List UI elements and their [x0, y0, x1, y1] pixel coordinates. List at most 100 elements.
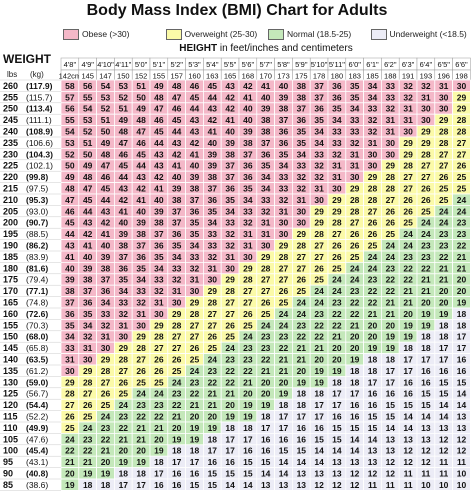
- weight-kg-label: (81.6): [26, 263, 48, 273]
- bmi-value: 14: [297, 457, 307, 467]
- bmi-value: 25: [439, 195, 449, 205]
- bmi-value: 23: [190, 377, 200, 387]
- bmi-value: 29: [386, 161, 396, 171]
- bmi-value: 23: [279, 332, 289, 342]
- bmi-value: 38: [65, 286, 75, 296]
- bmi-value: 31: [136, 309, 146, 319]
- bmi-value: 23: [368, 275, 378, 285]
- bmi-value: 20: [457, 286, 467, 296]
- bmi-value: 21: [243, 377, 253, 387]
- height-cm-label: 152: [135, 72, 148, 81]
- bmi-value: 25: [314, 275, 324, 285]
- bmi-value: 28: [457, 127, 467, 137]
- bmi-value: 32: [297, 184, 307, 194]
- bmi-value: 51: [136, 81, 146, 91]
- bmi-value: 22: [457, 241, 467, 251]
- bmi-value: 44: [119, 172, 129, 182]
- bmi-value: 20: [190, 412, 200, 422]
- bmi-value: 22: [368, 286, 378, 296]
- height-ft-label: 6'3": [402, 60, 415, 69]
- bmi-value: 22: [403, 275, 413, 285]
- bmi-value: 54: [65, 127, 75, 137]
- bmi-value: 25: [297, 286, 307, 296]
- bmi-value: 37: [225, 161, 235, 171]
- bmi-value: 17: [190, 457, 200, 467]
- bmi-value: 38: [190, 184, 200, 194]
- bmi-value: 53: [101, 92, 111, 102]
- bmi-value: 15: [297, 446, 307, 456]
- bmi-value: 33: [172, 263, 182, 273]
- bmi-value: 39: [83, 263, 93, 273]
- height-cm-label: 155: [153, 72, 166, 81]
- bmi-value: 26: [83, 400, 93, 410]
- height-ft-label: 4'9": [81, 60, 94, 69]
- bmi-value: 20: [65, 469, 75, 479]
- bmi-value: 42: [154, 172, 164, 182]
- bmi-value: 46: [136, 138, 146, 148]
- legend-swatch-normal: [268, 28, 284, 40]
- bmi-value: 26: [101, 389, 111, 399]
- height-ft-label: 6'1": [366, 60, 379, 69]
- bmi-value: 47: [172, 92, 182, 102]
- bmi-value: 27: [261, 275, 271, 285]
- bmi-value: 26: [261, 298, 271, 308]
- bmi-value: 41: [243, 92, 253, 102]
- bmi-value: 34: [314, 127, 324, 137]
- bmi-value: 28: [83, 377, 93, 387]
- bmi-value: 35: [83, 309, 93, 319]
- bmi-value: 26: [243, 309, 253, 319]
- weight-kg-label: (61.2): [26, 366, 48, 376]
- bmi-value: 46: [190, 81, 200, 91]
- bmi-value: 16: [439, 366, 449, 376]
- bmi-value: 30: [154, 309, 164, 319]
- bmi-value: 13: [457, 423, 467, 433]
- bmi-value: 20: [332, 343, 342, 353]
- bmi-value: 42: [190, 138, 200, 148]
- bmi-value: 24: [279, 320, 289, 330]
- weight-lbs-label: 90: [3, 469, 13, 479]
- height-ft-label: 5'1": [153, 60, 166, 69]
- bmi-value: 35: [136, 263, 146, 273]
- bmi-value: 56: [65, 104, 75, 114]
- bmi-value: 35: [65, 320, 75, 330]
- height-label-rest: in feet/inches and centimeters: [217, 43, 353, 54]
- bmi-value: 15: [350, 423, 360, 433]
- bmi-value: 23: [439, 229, 449, 239]
- bmi-value: 19: [190, 434, 200, 444]
- weight-lbs-label: 250: [3, 104, 18, 114]
- bmi-value: 30: [439, 92, 449, 102]
- height-cm-label: 183: [348, 72, 361, 81]
- bmi-value: 34: [297, 149, 307, 159]
- bmi-value: 30: [297, 218, 307, 228]
- height-cm-label: 160: [188, 72, 201, 81]
- bmi-value: 18: [101, 480, 111, 490]
- height-ft-label: 4'8": [64, 60, 77, 69]
- bmi-value: 16: [350, 412, 360, 422]
- bmi-value: 26: [65, 412, 75, 422]
- bmi-value: 23: [225, 355, 235, 365]
- bmi-value: 18: [457, 320, 467, 330]
- bmi-value: 43: [190, 115, 200, 125]
- weight-kg-label: (104.3): [26, 149, 53, 159]
- bmi-value: 34: [190, 241, 200, 251]
- bmi-value: 37: [243, 149, 253, 159]
- bmi-value: 36: [261, 149, 271, 159]
- bmi-value: 36: [314, 104, 324, 114]
- bmi-value: 55: [83, 92, 93, 102]
- bmi-value: 16: [421, 377, 431, 387]
- bmi-value: 14: [350, 446, 360, 456]
- bmi-value: 27: [243, 298, 253, 308]
- bmi-value: 43: [208, 104, 218, 114]
- bmi-value: 38: [261, 115, 271, 125]
- bmi-value: 19: [350, 355, 360, 365]
- bmi-value: 24: [101, 412, 111, 422]
- height-cm-label: 191: [402, 72, 415, 81]
- bmi-value: 22: [439, 252, 449, 262]
- bmi-value: 16: [225, 457, 235, 467]
- bmi-value: 37: [208, 184, 218, 194]
- weight-lbs-label: 200: [3, 218, 18, 228]
- weight-lbs-label: 145: [3, 343, 18, 353]
- bmi-value: 27: [279, 275, 289, 285]
- bmi-value: 15: [243, 457, 253, 467]
- weight-kg-label: (49.9): [26, 423, 48, 433]
